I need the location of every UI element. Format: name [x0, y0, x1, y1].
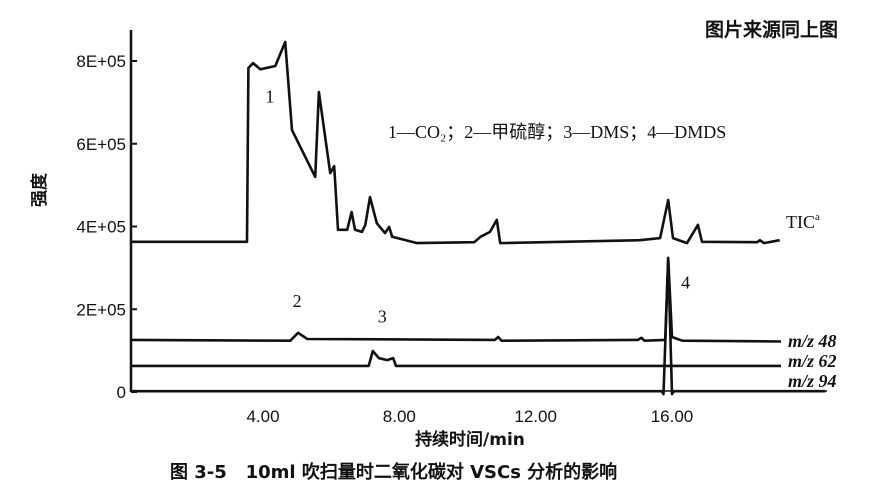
y-tick-label: 0: [117, 383, 126, 402]
source-note: 图片来源同上图: [705, 18, 838, 41]
x-tick-label: 16.00: [651, 407, 694, 426]
figure-caption: 图 3-5 10ml 吹扫量时二氧化碳对 VSCs 分析的影响: [170, 461, 617, 483]
series-label-mz62: m/z 62: [788, 351, 837, 371]
tic-label-name: TIC: [786, 212, 815, 232]
peak-label: 4: [681, 273, 690, 293]
x-tick-label: 12.00: [514, 407, 557, 426]
peak-label: 3: [378, 306, 387, 326]
trace-m-z-48: [131, 256, 782, 343]
x-axis-label: 持续时间/min: [415, 429, 525, 450]
x-tick-label: 4.00: [246, 407, 279, 426]
trace-m-z-62: [131, 349, 781, 368]
series-label-mz94: m/z 94: [788, 371, 837, 391]
trace-m-z-94: [131, 256, 826, 396]
peak-label: 2: [293, 291, 302, 311]
legend-text: 1—CO₂；2—甲硫醇；3—DMS；4—DMDS: [388, 122, 726, 142]
y-tick-label: 4E+05: [76, 218, 126, 237]
x-tick-label: 8.00: [383, 407, 416, 426]
y-axis-label: 强度: [29, 172, 50, 207]
y-tick-label: 2E+05: [76, 300, 126, 319]
peak-label: 1: [265, 86, 274, 106]
tic-label: TICa: [786, 211, 820, 232]
tic-label-sup: a: [815, 211, 820, 223]
y-tick-label: 6E+05: [76, 135, 126, 154]
y-tick-label: 8E+05: [76, 52, 126, 71]
series-label-mz48: m/z 48: [788, 331, 837, 351]
trace-tic: [131, 40, 780, 245]
